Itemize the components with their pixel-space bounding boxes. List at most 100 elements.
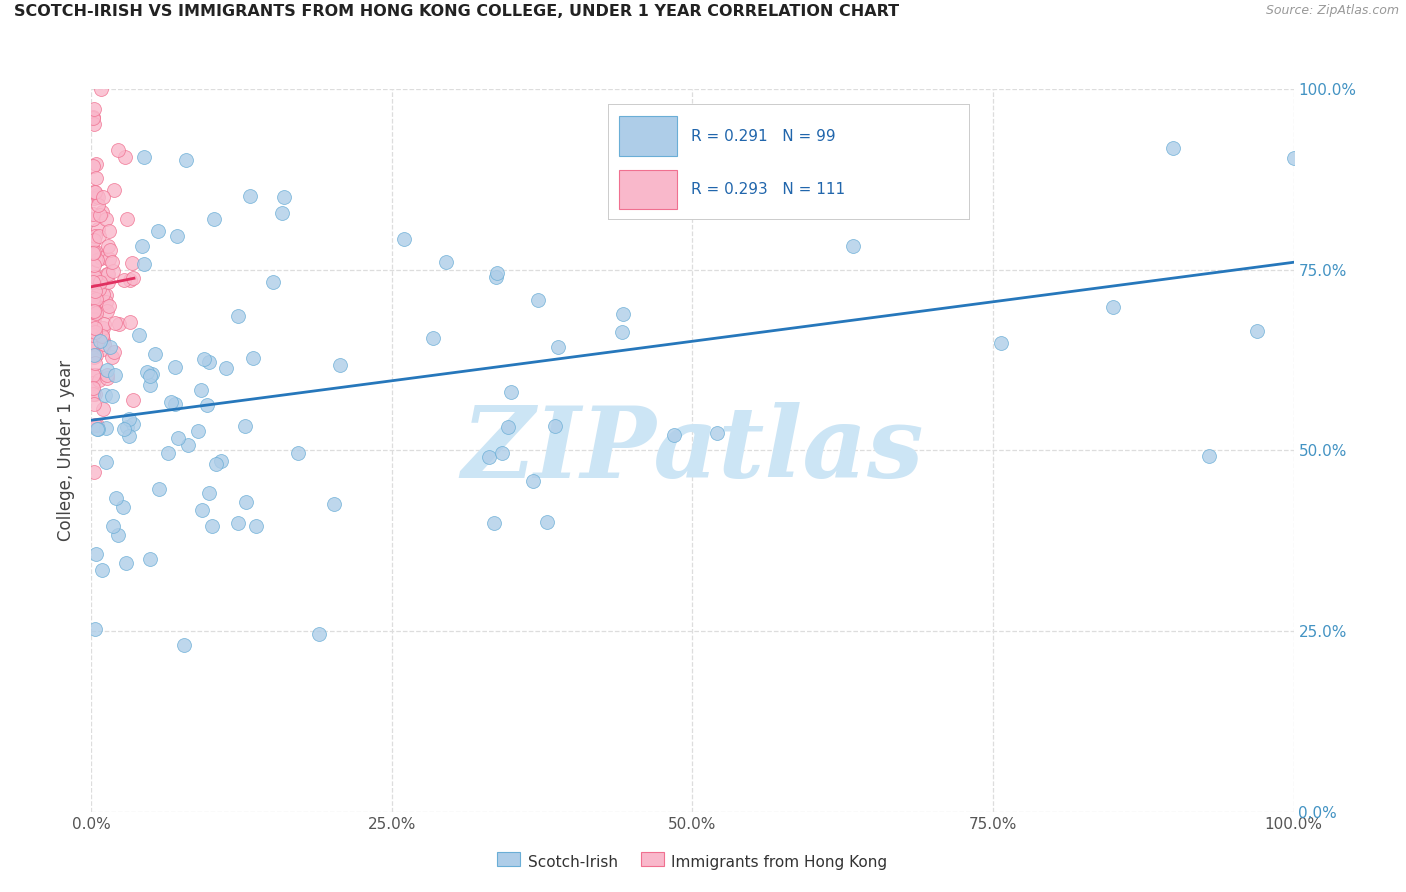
- Point: [98, 252, 121, 266]
- Text: SCOTCH-IRISH VS IMMIGRANTS FROM HONG KONG COLLEGE, UNDER 1 YEAR CORRELATION CHAR: SCOTCH-IRISH VS IMMIGRANTS FROM HONG KON…: [14, 4, 900, 20]
- Point: [287, 445, 309, 459]
- Point: [114, 150, 136, 164]
- Point: [132, 256, 155, 270]
- Point: [93, 337, 115, 351]
- Point: [193, 351, 215, 366]
- Point: [226, 516, 249, 530]
- Point: [82, 291, 104, 305]
- Point: [101, 350, 124, 364]
- Point: [117, 412, 139, 426]
- Point: [1282, 151, 1305, 165]
- Point: [1246, 324, 1268, 338]
- Point: [83, 102, 105, 116]
- Point: [143, 347, 166, 361]
- Point: [830, 161, 852, 175]
- Point: [97, 267, 120, 281]
- Point: [141, 367, 163, 381]
- Point: [239, 189, 262, 203]
- Point: [97, 238, 120, 252]
- Point: [842, 239, 865, 253]
- Point: [215, 360, 238, 375]
- Point: [202, 212, 225, 227]
- Point: [245, 519, 267, 533]
- Point: [527, 293, 550, 307]
- Point: [522, 474, 544, 488]
- Point: [86, 418, 108, 433]
- Point: [83, 311, 105, 326]
- Point: [83, 258, 105, 272]
- Point: [86, 289, 108, 303]
- Point: [990, 335, 1012, 350]
- Point: [84, 244, 107, 259]
- Point: [118, 315, 141, 329]
- Point: [82, 211, 104, 226]
- Point: [146, 224, 169, 238]
- Point: [82, 112, 104, 126]
- Point: [308, 627, 330, 641]
- Point: [159, 394, 181, 409]
- Point: [104, 316, 127, 330]
- Point: [111, 500, 134, 514]
- Point: [89, 282, 111, 296]
- Point: [87, 197, 110, 211]
- Point: [242, 351, 264, 365]
- Point: [501, 384, 523, 399]
- Point: [83, 348, 105, 362]
- Point: [84, 304, 107, 318]
- Point: [82, 328, 104, 343]
- Point: [173, 638, 195, 652]
- Point: [84, 269, 107, 284]
- Point: [96, 287, 118, 301]
- Point: [83, 245, 105, 260]
- Point: [121, 256, 143, 270]
- Point: [544, 419, 567, 434]
- Point: [84, 547, 107, 561]
- Point: [87, 190, 110, 204]
- Point: [115, 211, 138, 226]
- Point: [82, 312, 104, 326]
- Point: [536, 515, 558, 529]
- Point: [83, 350, 105, 364]
- Point: [82, 326, 104, 341]
- Point: [83, 304, 105, 318]
- Point: [84, 186, 107, 200]
- Point: [86, 422, 108, 436]
- Point: [103, 183, 125, 197]
- Point: [84, 306, 107, 320]
- Point: [115, 419, 138, 434]
- Point: [82, 234, 104, 248]
- Point: [98, 299, 121, 313]
- Point: [612, 325, 634, 339]
- Legend: Scotch-Irish, Immigrants from Hong Kong: Scotch-Irish, Immigrants from Hong Kong: [491, 849, 894, 876]
- Point: [89, 275, 111, 289]
- Point: [83, 192, 105, 206]
- Point: [163, 397, 186, 411]
- Point: [96, 267, 118, 281]
- Point: [624, 184, 647, 198]
- Point: [1161, 141, 1184, 155]
- Point: [96, 371, 118, 385]
- Point: [84, 386, 107, 401]
- Point: [262, 275, 284, 289]
- Point: [82, 294, 104, 309]
- Point: [97, 224, 120, 238]
- Point: [612, 307, 634, 321]
- Point: [82, 380, 104, 394]
- Point: [94, 421, 117, 435]
- Point: [96, 304, 118, 318]
- Point: [91, 287, 114, 301]
- Point: [90, 328, 112, 343]
- Point: [97, 275, 120, 289]
- Point: [83, 233, 105, 247]
- Point: [84, 157, 107, 171]
- Point: [136, 365, 159, 379]
- Point: [94, 388, 117, 402]
- Point: [86, 348, 108, 362]
- Point: [83, 325, 105, 339]
- Point: [90, 205, 112, 219]
- Point: [118, 429, 141, 443]
- Point: [93, 333, 115, 347]
- Point: [82, 340, 104, 354]
- Point: [82, 387, 104, 401]
- Point: [107, 317, 129, 331]
